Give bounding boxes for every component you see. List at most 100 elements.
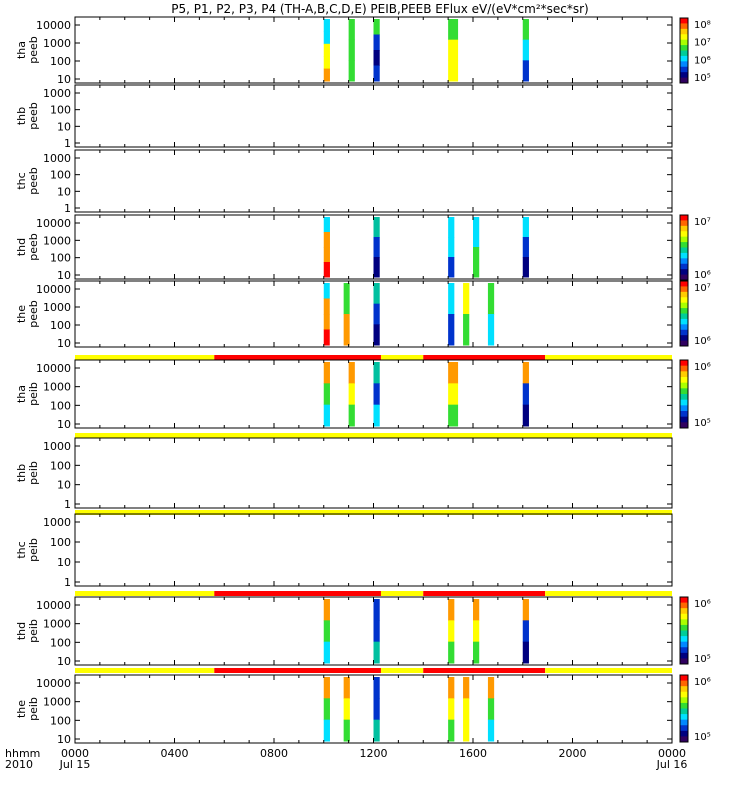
panel-label-probe: the: [15, 305, 28, 323]
mode-bar-segment: [214, 355, 381, 360]
panel-label-product: peeb: [27, 300, 40, 328]
y-tick-label: 1000: [43, 696, 71, 709]
colorbar-band: [680, 340, 688, 347]
panel-label-probe: thd: [15, 622, 28, 640]
colorbar-band: [680, 220, 688, 227]
colorbar-band: [680, 691, 688, 698]
spectrogram-burst: [343, 283, 350, 346]
mode-bar-segment: [75, 510, 672, 515]
burst-cell: [348, 362, 355, 384]
colorbar-band: [680, 365, 688, 372]
y-tick-label: 10: [57, 655, 71, 668]
burst-cell: [373, 50, 380, 66]
colorbar: 10⁶ 10⁵: [679, 674, 711, 743]
colorbar-band: [680, 399, 688, 406]
panel-thd-peib: 10000 1000 100 10 thd peib 10⁶ 10⁵: [15, 591, 711, 668]
burst-cell: [373, 404, 380, 427]
x-tick-label: 0000: [658, 747, 686, 760]
panel-label-product: peib: [27, 538, 40, 562]
y-tick-label: 10: [57, 733, 71, 746]
mode-bar-segment: [75, 591, 215, 596]
y-tick-label: 10: [57, 185, 71, 198]
panel-label-product: peib: [27, 461, 40, 485]
panel-thb-peeb: 1000 100 10 1 thb peeb: [15, 84, 673, 150]
burst-cell: [323, 383, 330, 406]
burst-cell: [323, 232, 330, 248]
y-tick-label: 1: [64, 137, 71, 150]
colorbar-band: [680, 630, 688, 637]
colorbar-band: [680, 730, 688, 737]
burst-cell: [448, 620, 455, 643]
mode-bar-segment: [75, 433, 672, 438]
y-tick-label: 1000: [43, 301, 71, 314]
burst-cell: [522, 362, 529, 384]
colorbar-band: [680, 686, 688, 693]
burst-cell: [343, 283, 350, 315]
y-tick-label: 1000: [43, 381, 71, 394]
burst-cell: [323, 19, 330, 32]
burst-cell: [323, 620, 330, 643]
burst-cell: [373, 34, 380, 51]
y-tick-label: 10000: [36, 362, 71, 375]
spectrogram-burst: [487, 283, 495, 346]
colorbar-label: 10⁵: [694, 732, 711, 743]
burst-cell: [448, 599, 455, 621]
burst-cell: [373, 65, 380, 82]
colorbar-label: 10⁷: [694, 283, 711, 294]
burst-cell: [373, 719, 380, 742]
spectrogram-bursts: [323, 217, 529, 278]
burst-cell: [463, 314, 470, 346]
spectrogram-burst: [448, 599, 455, 664]
colorbar-band: [680, 725, 688, 732]
burst-cell: [373, 283, 380, 305]
colorbar-band: [680, 608, 688, 615]
burst-cell: [348, 60, 355, 82]
spectrogram-burst: [348, 362, 355, 427]
colorbar-band: [680, 247, 688, 254]
colorbar-band: [680, 291, 688, 298]
colorbar-band: [680, 61, 688, 68]
panel-frame: [74, 84, 673, 148]
spectrogram-burst: [323, 362, 330, 427]
burst-cell: [373, 677, 380, 699]
footer-hhmm-label: hhmm: [5, 747, 40, 760]
colorbar-band: [680, 714, 688, 721]
panel-label-product: peeb: [27, 233, 40, 261]
mode-bar-segment: [423, 591, 546, 596]
burst-cell: [473, 641, 480, 664]
mode-bar-segment: [214, 668, 381, 673]
colorbar: 10⁷ 10⁶: [679, 280, 711, 347]
burst-cell: [373, 257, 380, 278]
burst-cell: [373, 383, 380, 406]
burst-cell: [522, 641, 529, 664]
y-tick-label: 100: [50, 714, 71, 727]
y-tick-label: 10000: [36, 283, 71, 296]
colorbar-band: [680, 702, 688, 709]
colorbar-label: 10⁵: [694, 418, 711, 429]
colorbar-band: [680, 274, 688, 281]
panel-label-product: peeb: [27, 102, 40, 130]
burst-cell: [323, 698, 330, 721]
colorbar-band: [680, 411, 688, 418]
colorbar-label: 10⁷: [694, 217, 711, 228]
colorbar-band: [680, 242, 688, 248]
burst-cell: [343, 698, 350, 721]
mode-bar-segment: [545, 355, 672, 360]
colorbar-band: [680, 324, 688, 331]
mode-bar-segment: [75, 668, 215, 673]
colorbar-band: [680, 308, 688, 314]
burst-cell: [463, 698, 470, 721]
colorbar-band: [680, 39, 688, 46]
burst-cell: [373, 599, 380, 621]
spectrogram-bursts: [323, 599, 529, 664]
y-tick-label: 10: [57, 120, 71, 133]
y-tick-label: 1000: [43, 37, 71, 50]
mode-bar-segment: [75, 355, 215, 360]
colorbar-frame: [679, 674, 689, 743]
colorbar-band: [680, 416, 688, 423]
burst-cell: [373, 19, 380, 35]
y-tick-label: 100: [50, 459, 71, 472]
panel-tha-peeb: 10000 1000 100 10 tha peeb 10⁸ 10⁷ 10⁶ 10⁵: [15, 16, 711, 86]
burst-cell: [323, 247, 330, 263]
